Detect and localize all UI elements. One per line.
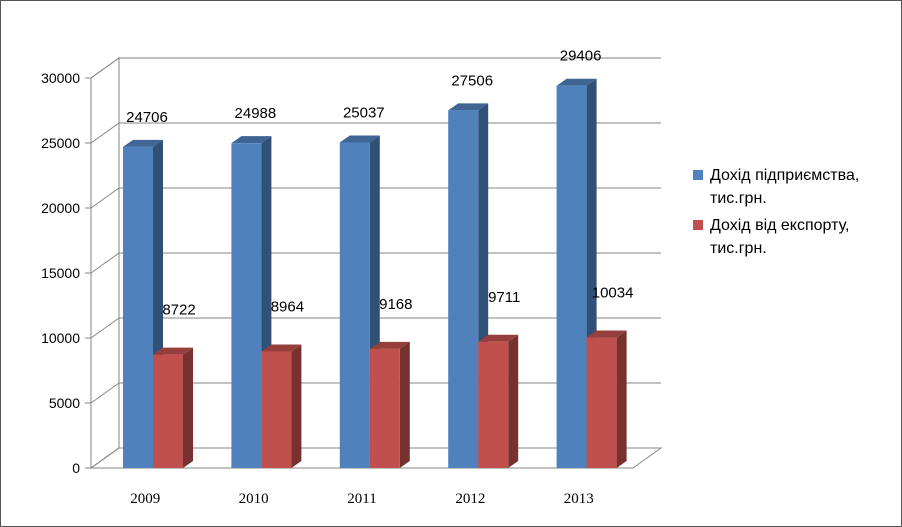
bar-income-front [123, 146, 153, 468]
data-label-export: 10034 [592, 285, 634, 302]
data-label-export: 8964 [271, 298, 304, 315]
legend-swatch-income [693, 170, 703, 180]
gridline-side [90, 447, 120, 469]
data-labels: 24706 8722 24988 8964 25037 9168 27506 9711 2940… [126, 48, 633, 319]
bar-income-front [231, 143, 262, 468]
bar-export-side [508, 334, 519, 468]
y-tick-label: 0 [72, 460, 80, 476]
y-tick-label: 5000 [49, 395, 80, 411]
bar-income-front [556, 85, 587, 469]
data-label-income: 24706 [126, 109, 168, 126]
bar-export-front [369, 348, 400, 468]
x-tick-label: 2013 [564, 491, 594, 507]
gridline-side [90, 382, 120, 404]
data-label-income: 25037 [343, 105, 385, 122]
gridline-side [90, 57, 120, 79]
x-tick-label: 2010 [239, 491, 269, 507]
data-label-export: 9711 [488, 289, 520, 306]
data-label-income: 29406 [560, 48, 602, 65]
bar-export-front [261, 351, 292, 468]
bar-income-front [448, 110, 479, 468]
legend-label-income: Дохід підприємства, тис.грн. [710, 167, 860, 207]
x-tick-label: 2012 [455, 491, 485, 507]
data-label-income: 24988 [235, 105, 277, 122]
bar-income-top [339, 135, 380, 143]
bar-income-top [448, 103, 489, 111]
y-tick-label: 15000 [41, 265, 80, 281]
bar-export [586, 330, 627, 468]
bar-export-front [478, 341, 509, 468]
legend-swatch-export [693, 220, 703, 230]
bar-export-top [153, 347, 193, 355]
bar-export [369, 341, 410, 468]
data-label-export: 8722 [162, 302, 195, 319]
y-axis-tick-labels: 0 5000 10000 15000 20000 25000 30000 [41, 70, 80, 476]
bar-income-top [231, 136, 272, 144]
legend: Дохід підприємства, тис.грн. Дохід від е… [693, 164, 898, 264]
x-axis-tick-labels: 2009 2010 2011 2012 2013 [130, 491, 594, 507]
x-tick-label: 2009 [130, 491, 160, 507]
bar-export [153, 347, 193, 468]
bars [123, 78, 627, 469]
x-tick-label: 2011 [347, 491, 376, 507]
data-label-income: 27506 [451, 72, 493, 89]
bar-export-top [586, 330, 627, 338]
bar-export-side [399, 341, 410, 468]
bar-export-top [478, 334, 519, 342]
bar-export-side [616, 330, 627, 468]
bar-export-front [153, 354, 183, 468]
bar-income [448, 103, 489, 468]
y-tick-label: 10000 [41, 330, 80, 346]
bar-export-front [586, 337, 617, 468]
bar-income-top [556, 78, 597, 86]
bar-export-side [291, 344, 302, 468]
bar-export [261, 344, 302, 468]
legend-item-export: Дохід від експорту, тис.грн. [693, 214, 898, 260]
legend-label-export: Дохід від експорту, тис.грн. [710, 217, 850, 257]
bar-income-top [123, 139, 163, 147]
bar-export-top [261, 344, 302, 352]
gridline-side [90, 252, 120, 274]
y-tick-label: 25000 [41, 135, 80, 151]
y-tick-label: 30000 [41, 70, 80, 86]
bar-export-top [369, 341, 410, 349]
bar-export [478, 334, 519, 468]
gridline-side [90, 122, 120, 144]
legend-item-income: Дохід підприємства, тис.грн. [693, 164, 898, 210]
gridline-side [90, 187, 120, 209]
gridline-side [90, 317, 120, 339]
y-tick-label: 20000 [41, 200, 80, 216]
bar-export-side [183, 347, 193, 468]
bar-income-front [339, 142, 370, 469]
data-label-export: 9168 [379, 296, 412, 313]
